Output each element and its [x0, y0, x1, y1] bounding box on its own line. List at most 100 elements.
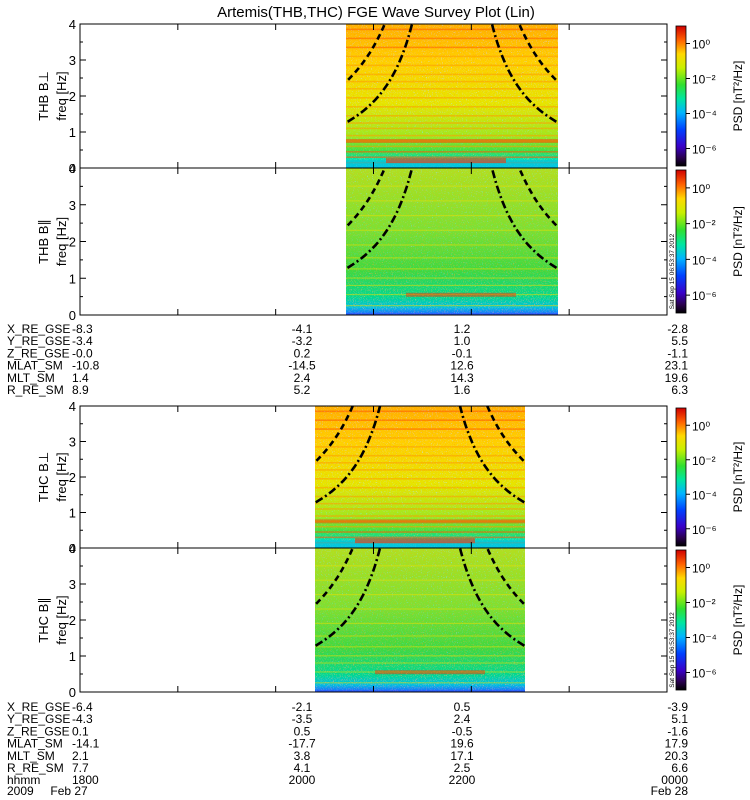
- spectrogram-thc-bpar: [315, 548, 525, 692]
- y-tick-label: 4: [69, 17, 76, 32]
- colorbar-tick-label: 10⁰: [692, 182, 710, 196]
- ephem-label: X_RE_GSE: [7, 322, 70, 336]
- ephem-value: -0.0: [72, 346, 93, 360]
- ephem-value: 2000: [289, 773, 316, 787]
- colorbar-label: PSD [nT²/Hz]: [731, 442, 745, 513]
- panel-thb-bpar: 0 1 2 3 4 THB B∥ freq [Hz] 10⁰ 10⁻² 10⁻⁴ 10⁻⁶ PSD […: [36, 161, 745, 323]
- ephem-value: 2200: [449, 773, 476, 787]
- ephem-value: 14.3: [450, 371, 474, 385]
- ephem-value: 5.5: [671, 334, 688, 348]
- ephem-value: 2.4: [454, 712, 471, 726]
- y-tick-label: 1: [69, 271, 76, 286]
- colorbar: 10⁰ 10⁻² 10⁻⁴ 10⁻⁶ PSD [nT²/Hz]: [675, 25, 745, 167]
- colorbar-tick-label: 10⁻²: [692, 73, 716, 87]
- ephem-value: 4.1: [294, 761, 311, 775]
- colorbar-label: PSD [nT²/Hz]: [731, 206, 745, 277]
- ephem-value: -3.9: [667, 700, 688, 714]
- ephem-label: Y_RE_GSE: [7, 712, 70, 726]
- ephem-label: hhmm: [7, 773, 40, 787]
- ephem-value: -0.1: [452, 346, 473, 360]
- spectrogram-thb-bperp: [346, 24, 558, 168]
- date-right: Feb 28: [651, 784, 689, 798]
- colorbar-tick-label: 10⁻⁴: [692, 253, 717, 267]
- spectrogram-thc-bperp: [315, 406, 525, 548]
- ephem-value: -10.8: [72, 359, 100, 373]
- panel-label-probe: THB B∥: [36, 219, 51, 264]
- ephem-value: 17.1: [450, 749, 474, 763]
- ephem-value: 12.6: [450, 359, 474, 373]
- ephem-label: Z_RE_GSE: [7, 346, 70, 360]
- ephem-value: 0.5: [294, 724, 311, 738]
- ephemeris-table-thb: X_RE_GSE -8.3 -4.1 1.2 -2.8 Y_RE_GSE -3.4 -3.2 1…: [7, 322, 688, 397]
- ephem-value: -14.5: [288, 359, 316, 373]
- colorbar-label: PSD [nT²/Hz]: [731, 61, 745, 132]
- y-axis-label: freq [Hz]: [54, 595, 69, 644]
- ephem-label: MLT_SM: [7, 371, 55, 385]
- colorbar-tick-label: 10⁻⁴: [692, 108, 717, 122]
- ephem-value: 1.0: [454, 334, 471, 348]
- timestamp-stamp: Sat Sep 15 06:53:37 2012: [669, 233, 676, 309]
- ephem-value: -1.1: [667, 346, 688, 360]
- ephem-value: -2.1: [292, 700, 313, 714]
- y-tick-label: 3: [69, 435, 76, 450]
- date-left: 2009 Feb 27: [7, 784, 88, 798]
- y-tick-label: 3: [69, 577, 76, 592]
- colorbar-tick-label: 10⁰: [692, 38, 710, 52]
- ephem-value: -3.2: [292, 334, 313, 348]
- y-tick-label: 4: [69, 399, 76, 414]
- ephem-value: 6.3: [671, 383, 688, 397]
- colorbar-tick-label: 10⁻⁴: [692, 632, 717, 646]
- colorbar-tick-label: 10⁻⁶: [692, 143, 717, 157]
- colorbar-tick-label: 10⁻⁴: [692, 488, 717, 502]
- y-axis-label: freq [Hz]: [54, 452, 69, 501]
- colorbar-tick-label: 10⁰: [692, 562, 710, 576]
- ephem-value: 0.2: [294, 346, 311, 360]
- ephem-value: -4.3: [72, 712, 93, 726]
- colorbar-tick-label: 10⁻⁶: [692, 289, 717, 303]
- ephem-value: 3.8: [294, 749, 311, 763]
- y-tick-label: 4: [69, 161, 76, 176]
- y-tick-label: 2: [69, 470, 76, 485]
- ephem-label: Z_RE_GSE: [7, 724, 70, 738]
- ephem-value: 20.3: [665, 749, 689, 763]
- colorbar-tick-label: 10⁻⁶: [692, 667, 717, 681]
- panel-thc-bpar: 0 1 2 3 4 THC B∥ freq [Hz] 10⁰ 10⁻² 10⁻⁴ 10⁻⁶ PSD […: [36, 541, 745, 700]
- ephem-value: 0000: [661, 773, 688, 787]
- ephem-value: 0.1: [72, 724, 89, 738]
- ephem-value: -2.8: [667, 322, 688, 336]
- y-tick-label: 1: [69, 125, 76, 140]
- colorbar-label: PSD [nT²/Hz]: [731, 585, 745, 656]
- ephem-value: 1.4: [72, 371, 89, 385]
- ephem-value: 19.6: [450, 737, 474, 751]
- colorbar: 10⁰ 10⁻² 10⁻⁴ 10⁻⁶ PSD [nT²/Hz]: [675, 549, 745, 691]
- chart-title: Artemis(THB,THC) FGE Wave Survey Plot (L…: [217, 4, 535, 21]
- y-tick-label: 4: [69, 541, 76, 556]
- colorbar-tick-label: 10⁻²: [692, 218, 716, 232]
- ephem-value: -3.4: [72, 334, 93, 348]
- y-tick-label: 0: [69, 308, 76, 323]
- colorbar-tick-label: 10⁻²: [692, 454, 716, 468]
- ephem-label: MLAT_SM: [7, 359, 63, 373]
- ephem-value: 2.5: [454, 761, 471, 775]
- panel-label-probe: THC B⊥: [36, 452, 51, 502]
- ephem-value: 7.7: [72, 761, 89, 775]
- ephem-label: MLT_SM: [7, 749, 55, 763]
- y-tick-label: 0: [69, 161, 76, 176]
- spectrogram-thb-bpar: [346, 168, 558, 315]
- y-tick-label: 2: [69, 235, 76, 250]
- ephem-value: 19.6: [665, 371, 689, 385]
- ephem-value: -1.6: [667, 724, 688, 738]
- ephem-label: R_RE_SM: [7, 383, 64, 397]
- ephem-value: 1.2: [454, 322, 471, 336]
- ephem-label: MLAT_SM: [7, 737, 63, 751]
- colorbar-tick-label: 10⁰: [692, 419, 710, 433]
- y-tick-label: 3: [69, 53, 76, 68]
- y-axis-label: freq [Hz]: [54, 71, 69, 120]
- ephem-label: Y_RE_GSE: [7, 334, 70, 348]
- y-tick-label: 1: [69, 649, 76, 664]
- ephem-value: -0.5: [452, 724, 473, 738]
- ephem-value: -14.1: [72, 737, 100, 751]
- ephem-value: -6.4: [72, 700, 93, 714]
- y-tick-label: 2: [69, 613, 76, 628]
